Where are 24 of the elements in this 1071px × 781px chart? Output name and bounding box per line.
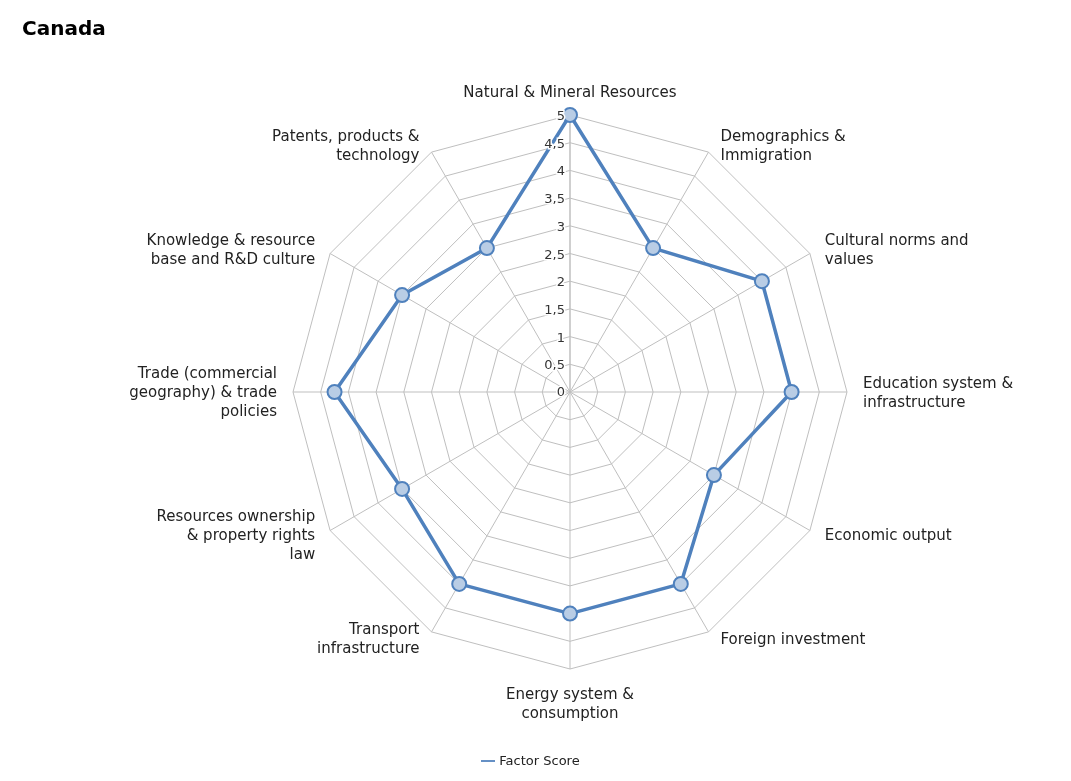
legend-label: Factor Score: [499, 752, 580, 768]
y-tick-label: 3,5: [544, 191, 565, 207]
y-tick-label: 0,5: [544, 357, 565, 373]
y-tick-label: 2,5: [544, 246, 565, 262]
y-tick-label: 2: [556, 274, 565, 290]
spoke-label: Demographics & Immigration: [720, 126, 846, 164]
y-tick-label: 0: [556, 384, 565, 399]
y-tick-label: 5: [556, 108, 565, 123]
y-tick-label: 4: [556, 163, 565, 179]
y-tick-label: 1,5: [544, 301, 565, 317]
spoke-label: Trade (commercial geography) & trade policies: [129, 364, 278, 420]
spoke-label: Knowledge & resource base and R&D culture: [146, 231, 316, 268]
spoke-label: Energy system & consumption: [506, 685, 635, 722]
spoke-label: Foreign investment: [720, 629, 866, 648]
chart-title: Canada: [22, 16, 106, 40]
spoke-label: Economic output: [824, 525, 952, 544]
spoke-label: Education system & infrastructure: [863, 373, 1014, 411]
y-tick-label: 3: [556, 218, 565, 234]
y-tick-label: 1: [556, 329, 565, 345]
spoke-label: Resources ownership & property rights law: [156, 506, 316, 563]
spoke-label: Patents, products & technology: [272, 126, 420, 164]
spoke-label: Natural & Mineral Resources: [463, 83, 677, 101]
spoke-label: Cultural norms and values: [824, 231, 969, 268]
spoke-label: Transport infrastructure: [317, 620, 420, 658]
